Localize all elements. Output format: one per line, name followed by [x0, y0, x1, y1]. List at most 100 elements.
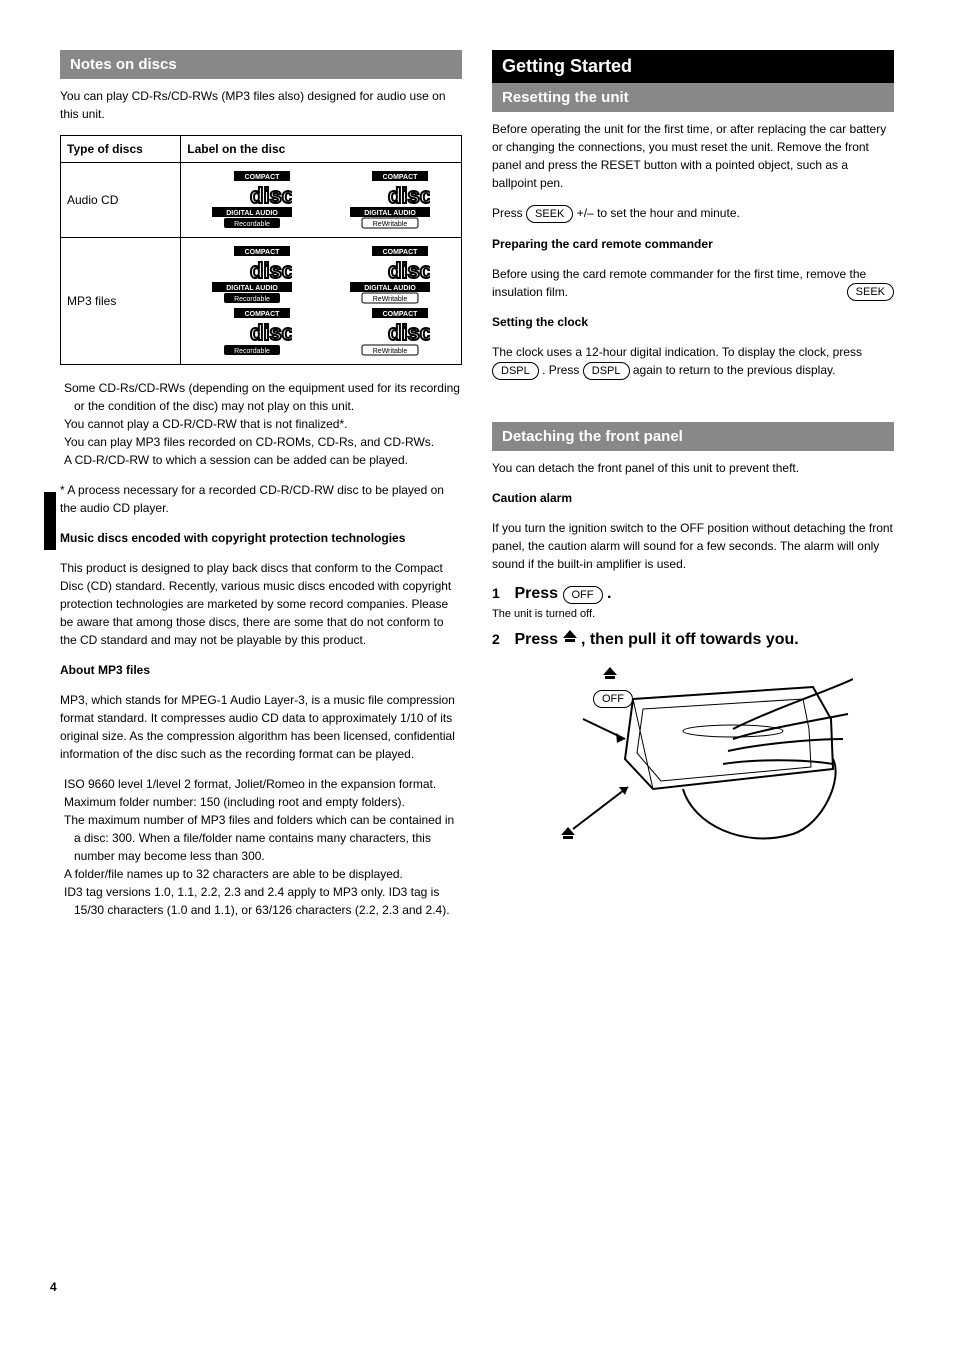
svg-text:disc: disc	[388, 320, 430, 345]
cd-recordable-logo-icon: COMPACT disc DIGITAL AUDIO Recordable	[212, 246, 292, 304]
disc-bullets: Some CD-Rs/CD-RWs (depending on the equi…	[60, 379, 462, 469]
off-button-label: OFF	[593, 690, 633, 708]
list-item: Maximum folder number: 150 (including ro…	[74, 793, 462, 811]
reset-paragraph: Before operating the unit for the first …	[492, 120, 894, 192]
row-label-mp3: MP3 files	[61, 238, 181, 365]
getting-started-bar: Getting Started	[492, 50, 894, 83]
step-text: Press	[514, 585, 562, 602]
svg-text:COMPACT: COMPACT	[383, 249, 419, 256]
text: +/– to set the hour and minute.	[577, 206, 740, 220]
svg-text:Recordable: Recordable	[234, 296, 270, 303]
off-callout: OFF	[593, 689, 633, 708]
step-number: 1	[492, 585, 510, 601]
remote-heading: Preparing the card remote commander	[492, 235, 894, 253]
svg-text:COMPACT: COMPACT	[245, 174, 281, 181]
seek-button-label: SEEK	[847, 283, 894, 301]
step-text: Press	[514, 631, 562, 648]
detach-illustration-icon	[533, 659, 853, 859]
text: The clock uses a 12-hour digital indicat…	[492, 345, 719, 359]
list-item: A CD-R/CD-RW to which a session can be a…	[74, 451, 462, 469]
list-item: Some CD-Rs/CD-RWs (depending on the equi…	[74, 379, 462, 415]
eject-icon	[561, 827, 575, 841]
detach-bar: Detaching the front panel	[492, 422, 894, 451]
left-column: Notes on discs You can play CD-Rs/CD-RWs…	[60, 50, 462, 931]
svg-text:COMPACT: COMPACT	[383, 311, 419, 318]
svg-text:ReWritable: ReWritable	[373, 296, 408, 303]
svg-text:DIGITAL AUDIO: DIGITAL AUDIO	[364, 285, 416, 292]
svg-text:DIGITAL AUDIO: DIGITAL AUDIO	[226, 285, 278, 292]
svg-text:COMPACT: COMPACT	[245, 249, 281, 256]
svg-text:COMPACT: COMPACT	[383, 174, 419, 181]
caution-paragraph: If you turn the ignition switch to the O…	[492, 519, 894, 573]
list-item: A folder/file names up to 32 characters …	[74, 865, 462, 883]
spacer	[492, 392, 894, 422]
text: Before using the card remote commander f…	[492, 267, 866, 299]
step-number: 2	[492, 631, 510, 647]
table-row: Type of discs Label on the disc	[61, 136, 462, 163]
detach-paragraph: You can detach the front panel of this u…	[492, 459, 894, 477]
svg-text:DIGITAL AUDIO: DIGITAL AUDIO	[364, 210, 416, 217]
svg-text:disc: disc	[250, 183, 292, 208]
mp3-bullets: ISO 9660 level 1/level 2 format, Joliet/…	[60, 775, 462, 919]
svg-text:COMPACT: COMPACT	[245, 311, 281, 318]
svg-text:Recordable: Recordable	[234, 348, 270, 355]
eject-icon	[603, 667, 617, 681]
svg-text:disc: disc	[388, 183, 430, 208]
svg-text:disc: disc	[250, 320, 292, 345]
logo-cell: COMPACT disc DIGITAL AUDIO Recordable CO…	[181, 238, 462, 365]
row-label-audio: Audio CD	[61, 163, 181, 238]
off-button-label: OFF	[563, 586, 603, 604]
dspl-button-label: DSPL	[492, 362, 539, 380]
svg-text:ReWritable: ReWritable	[373, 221, 408, 228]
notes-on-discs-bar: Notes on discs	[60, 50, 462, 79]
page-number: 4	[50, 1280, 57, 1294]
list-item: ISO 9660 level 1/level 2 format, Joliet/…	[74, 775, 462, 793]
col-header-label: Label on the disc	[181, 136, 462, 163]
intro-text: You can play CD-Rs/CD-RWs (MP3 files als…	[60, 87, 462, 123]
step-1: 1 Press OFF . The unit is turned off.	[492, 585, 894, 620]
eject-callout	[603, 667, 617, 686]
cd-rewritable-logo-icon: COMPACT disc DIGITAL AUDIO ReWritable	[350, 171, 430, 229]
col-header-type: Type of discs	[61, 136, 181, 163]
step-subtext: The unit is turned off.	[492, 608, 894, 620]
logo-cell: COMPACT disc DIGITAL AUDIO Recordable CO…	[181, 163, 462, 238]
table-row: MP3 files COMPACT disc DIGITAL AUDIO Rec…	[61, 238, 462, 365]
step-after: .	[607, 585, 611, 602]
svg-text:ReWritable: ReWritable	[373, 348, 408, 355]
text: . Press	[542, 363, 583, 377]
text: To display the clock, press	[722, 345, 862, 359]
cd-rewritable-logo-icon: COMPACT disc DIGITAL AUDIO ReWritable	[350, 246, 430, 304]
music-discs-heading: Music discs encoded with copyright prote…	[60, 529, 462, 547]
resetting-bar: Resetting the unit	[492, 83, 894, 112]
caution-heading: Caution alarm	[492, 489, 894, 507]
detach-panel-illustration: OFF	[533, 659, 853, 859]
cd-rewritable-logo-icon: COMPACT disc ReWritable	[350, 308, 430, 356]
clock-heading: Setting the clock	[492, 313, 894, 331]
text: Press	[492, 206, 526, 220]
remote-paragraph: Before using the card remote commander f…	[492, 265, 894, 301]
list-item: You can play MP3 files recorded on CD-RO…	[74, 433, 462, 451]
svg-text:Recordable: Recordable	[234, 221, 270, 228]
text: again to return to the previous display.	[633, 363, 836, 377]
music-discs-paragraph: This product is designed to play back di…	[60, 559, 462, 649]
footnote: * A process necessary for a recorded CD-…	[60, 481, 462, 517]
list-item: The maximum number of MP3 files and fold…	[74, 811, 462, 865]
seek-note-1: Press SEEK +/– to set the hour and minut…	[492, 204, 894, 223]
page-edge-tab	[44, 492, 56, 550]
dspl-button-label: DSPL	[583, 362, 630, 380]
clock-paragraph: The clock uses a 12-hour digital indicat…	[492, 343, 894, 380]
list-item: ID3 tag versions 1.0, 1.1, 2.2, 2.3 and …	[74, 883, 462, 919]
mp3-heading: About MP3 files	[60, 661, 462, 679]
disc-compatibility-table: Type of discs Label on the disc Audio CD…	[60, 135, 462, 365]
mp3-intro: MP3, which stands for MPEG-1 Audio Layer…	[60, 691, 462, 763]
svg-text:disc: disc	[388, 258, 430, 283]
cd-recordable-logo-icon: COMPACT disc DIGITAL AUDIO Recordable	[212, 171, 292, 229]
two-column-layout: Notes on discs You can play CD-Rs/CD-RWs…	[60, 50, 894, 931]
table-row: Audio CD COMPACT disc DIGITAL AUDIO Reco…	[61, 163, 462, 238]
svg-text:disc: disc	[250, 258, 292, 283]
cd-recordable-logo-icon: COMPACT disc Recordable	[212, 308, 292, 356]
step-2: 2 Press , then pull it off towards you.	[492, 630, 894, 649]
right-column: Getting Started Resetting the unit Befor…	[492, 50, 894, 931]
eject-callout-2	[561, 827, 575, 846]
svg-text:DIGITAL AUDIO: DIGITAL AUDIO	[226, 210, 278, 217]
